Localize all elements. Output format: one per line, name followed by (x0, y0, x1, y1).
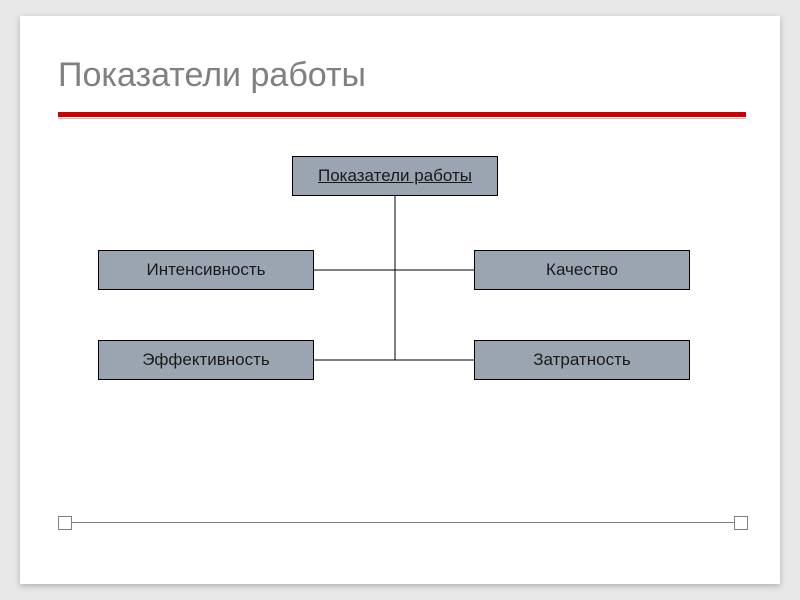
footer-decor-right (734, 516, 748, 530)
node-n4: Затратность (474, 340, 690, 380)
slide: Показатели работы Показатели работыИнтен… (20, 16, 780, 584)
org-diagram (20, 16, 780, 584)
node-n3: Эффективность (98, 340, 314, 380)
footer-decor-left (58, 516, 72, 530)
node-n2: Качество (474, 250, 690, 290)
node-root: Показатели работы (292, 156, 498, 196)
node-n1: Интенсивность (98, 250, 314, 290)
footer-decor-line (72, 522, 734, 523)
